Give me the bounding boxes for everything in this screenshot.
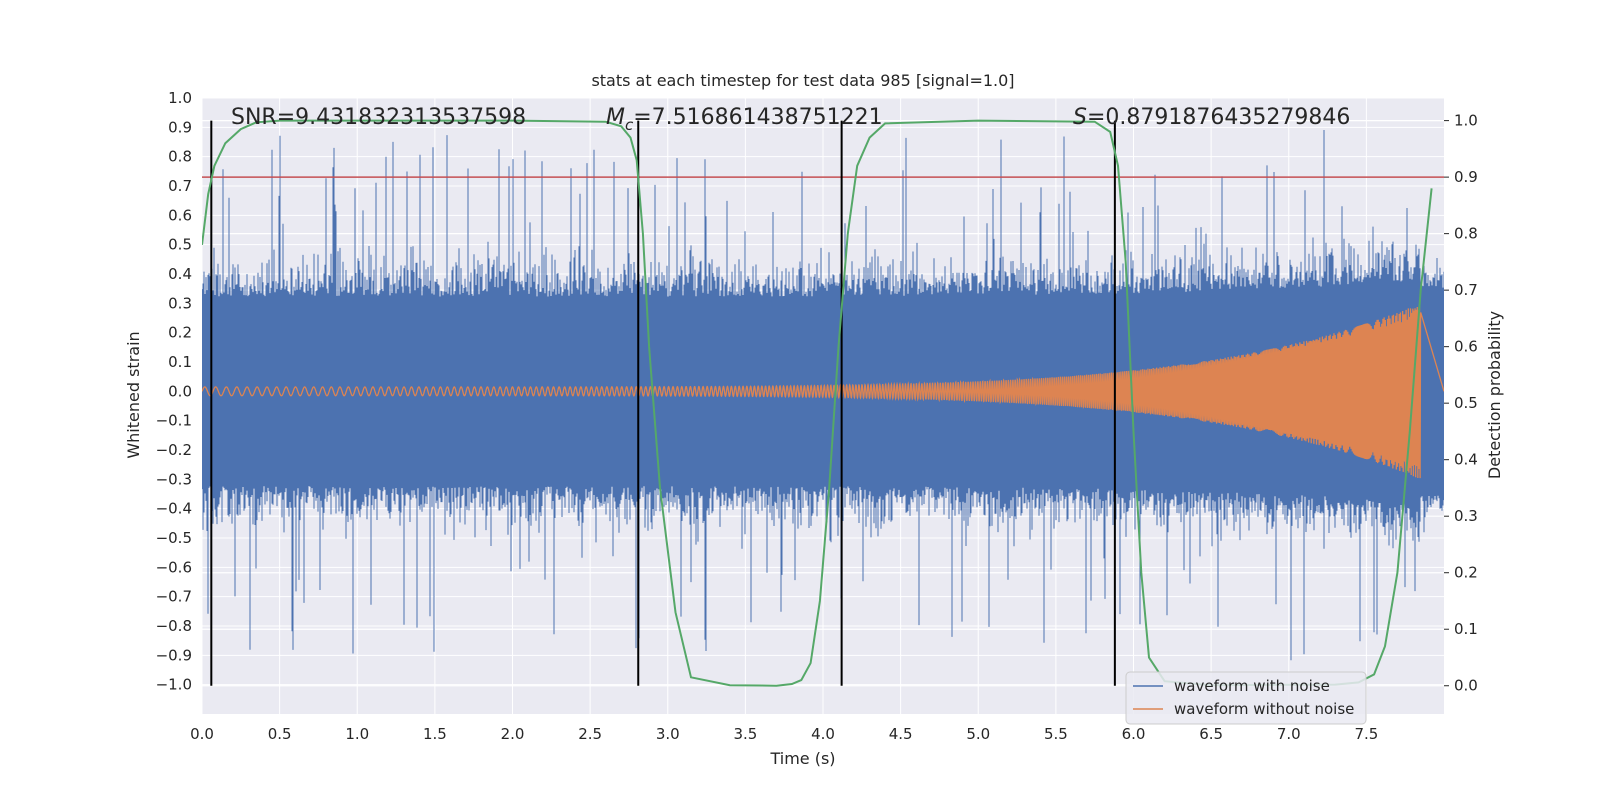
y2-tick-label: 0.6 <box>1454 338 1478 356</box>
x-tick-label: 0.0 <box>190 725 214 743</box>
x-tick-label: 1.5 <box>423 725 447 743</box>
legend-box <box>1125 671 1367 725</box>
y2-axis-label: Detection probability <box>1485 311 1504 479</box>
legend: waveform with noise waveform without noi… <box>1125 671 1367 725</box>
y2-tick-label: 0.3 <box>1454 507 1478 525</box>
chirp-mass-annotation: Mc=7.516861438751221 <box>606 105 883 134</box>
y-tick-label: 0.8 <box>168 148 192 166</box>
s-symbol: S <box>1073 105 1087 130</box>
x-tick-label: 6.5 <box>1199 725 1223 743</box>
y-tick-label: 0.6 <box>168 206 192 224</box>
y-tick-label: −1.0 <box>156 676 192 694</box>
y-axis-ticks: 1.0 0.9 0.8 0.7 0.6 0.5 0.4 0.3 0.2 0.1 0.0 −0.1 −0.… <box>156 89 192 694</box>
x-axis-ticks: 0.0 0.5 1.0 1.5 2.0 2.5 3.0 3.5 4.0 4.5 5.0 5.5 6.0 6… <box>190 725 1378 743</box>
vertical-lines <box>210 120 1116 686</box>
y-tick-label: −0.8 <box>156 617 192 635</box>
x-tick-label: 5.5 <box>1044 725 1068 743</box>
y-axis-label: Whitened strain <box>124 331 143 458</box>
snr-annotation: SNR=9.431832313537598 <box>231 105 526 130</box>
y-tick-label: 0.2 <box>168 324 192 342</box>
x-tick-label: 3.5 <box>733 725 757 743</box>
y-tick-label: 0.7 <box>168 177 192 195</box>
y-tick-label: −0.3 <box>156 470 192 488</box>
x-tick-label: 4.0 <box>811 725 835 743</box>
x-tick-label: 7.5 <box>1354 725 1378 743</box>
x-axis-label: Time (s) <box>769 749 835 768</box>
x-tick-label: 4.5 <box>889 725 913 743</box>
y-tick-label: 0.3 <box>168 294 192 312</box>
y2-tick-label: 0.1 <box>1454 620 1478 638</box>
legend-label-waveform-without-noise: waveform without noise <box>1174 700 1354 718</box>
x-tick-label: 3.0 <box>656 725 680 743</box>
chirp-mass-subscript: c <box>625 116 634 134</box>
y2-tick-label: 1.0 <box>1454 112 1478 130</box>
y-tick-label: 0.5 <box>168 236 192 254</box>
y2-axis-ticks: 1.0 0.9 0.8 0.7 0.6 0.5 0.4 0.3 0.2 0.1 0.0 <box>1444 112 1478 695</box>
y-tick-label: 0.9 <box>168 118 192 136</box>
y2-tick-label: 0.7 <box>1454 281 1478 299</box>
x-tick-label: 6.0 <box>1122 725 1146 743</box>
y-tick-label: −0.1 <box>156 412 192 430</box>
y-tick-label: −0.9 <box>156 646 192 664</box>
y-tick-label: 1.0 <box>168 89 192 107</box>
y-tick-label: 0.0 <box>168 382 192 400</box>
chirp-mass-value: =7.516861438751221 <box>633 105 882 130</box>
legend-label-waveform-with-noise: waveform with noise <box>1174 677 1330 695</box>
y2-tick-label: 0.2 <box>1454 564 1478 582</box>
y-tick-label: −0.5 <box>156 529 192 547</box>
y-tick-label: −0.4 <box>156 500 192 518</box>
y-tick-label: 0.4 <box>168 265 192 283</box>
y2-tick-label: 0.5 <box>1454 394 1478 412</box>
y-tick-label: −0.6 <box>156 558 192 576</box>
s-annotation: S=0.8791876435279846 <box>1073 105 1350 130</box>
chirp-mass-symbol: M <box>606 105 625 130</box>
x-tick-label: 1.0 <box>345 725 369 743</box>
y2-tick-label: 0.9 <box>1454 168 1478 186</box>
y-tick-label: −0.7 <box>156 588 192 606</box>
y2-tick-label: 0.0 <box>1454 677 1478 695</box>
chart-title: stats at each timestep for test data 985… <box>591 71 1014 90</box>
x-tick-label: 5.0 <box>966 725 990 743</box>
x-tick-label: 0.5 <box>268 725 292 743</box>
s-value: =0.8791876435279846 <box>1087 105 1350 130</box>
y-tick-label: 0.1 <box>168 353 192 371</box>
y2-tick-label: 0.4 <box>1454 451 1478 469</box>
x-tick-label: 2.5 <box>578 725 602 743</box>
y2-tick-label: 0.8 <box>1454 225 1478 243</box>
y-tick-label: −0.2 <box>156 441 192 459</box>
x-tick-label: 2.0 <box>501 725 525 743</box>
x-tick-label: 7.0 <box>1277 725 1301 743</box>
series-waveform-without-noise <box>202 305 1444 479</box>
